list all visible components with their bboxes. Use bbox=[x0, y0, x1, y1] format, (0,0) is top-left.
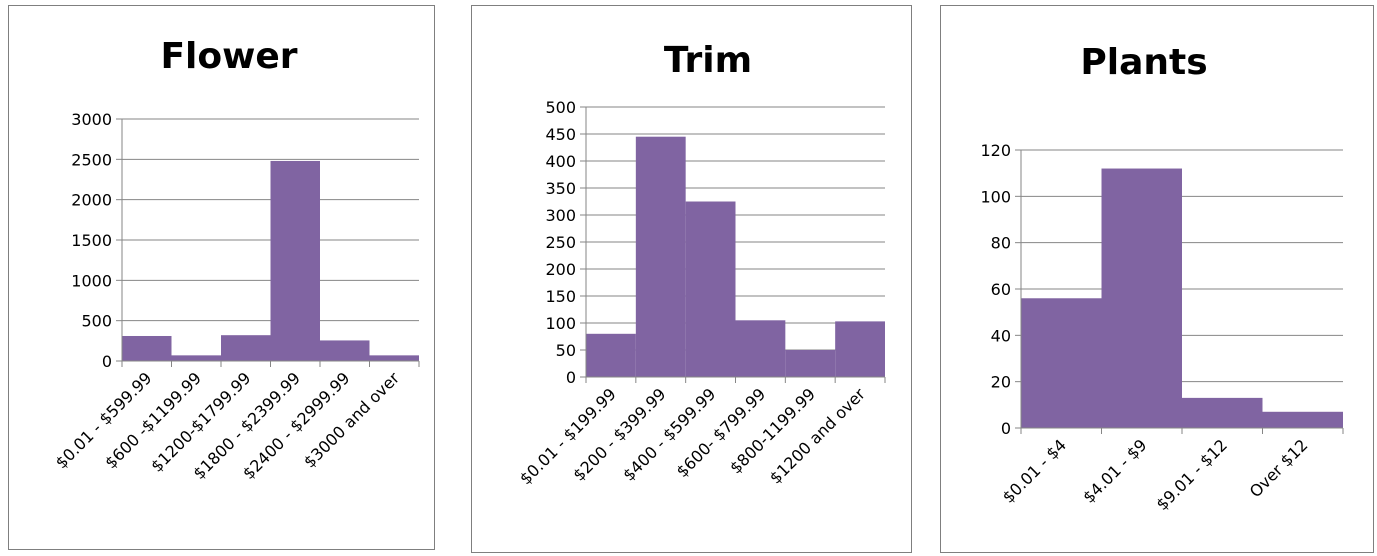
y-tick-label: 1000 bbox=[71, 271, 112, 290]
bar bbox=[320, 340, 370, 361]
bar bbox=[270, 160, 320, 361]
bar bbox=[171, 355, 221, 361]
y-tick-label: 200 bbox=[545, 260, 576, 279]
bar bbox=[369, 355, 419, 361]
y-tick-label: 100 bbox=[545, 314, 576, 333]
y-tick-label: 0 bbox=[566, 368, 576, 387]
y-tick-label: 80 bbox=[991, 234, 1011, 253]
bar bbox=[586, 333, 636, 377]
bar bbox=[785, 350, 836, 377]
chart-trim: Trim050100150200250300350400450500$0.01 … bbox=[516, 40, 886, 488]
y-tick-label: 40 bbox=[991, 326, 1011, 345]
x-tick-label: $0.01 - $4 bbox=[999, 435, 1070, 506]
y-tick-label: 50 bbox=[556, 341, 576, 360]
y-tick-label: 150 bbox=[545, 287, 576, 306]
chart-panel-trim: Trim 0 50 100 150 200 250 300 350 400 450 500 $0.01 … bbox=[471, 5, 912, 553]
y-tick-label: 400 bbox=[545, 152, 576, 171]
bar bbox=[835, 321, 885, 377]
y-tick-label: 2000 bbox=[71, 191, 112, 210]
y-tick-label: 120 bbox=[980, 141, 1011, 160]
y-tick-label: 250 bbox=[545, 233, 576, 252]
x-tick-label: $9.01 - $12 bbox=[1152, 435, 1231, 514]
chart-panel-flower: Flower 0 500 1000 1500 2000 2500 3000 $0.01 - $5… bbox=[8, 5, 435, 550]
chart-plants: Plants 0 20 40 60 80 100 120 $0.01 - $4 $4.01 - $… bbox=[980, 42, 1344, 514]
bar bbox=[1021, 298, 1102, 428]
bar bbox=[735, 320, 786, 377]
x-tick-label: $1200 and over bbox=[766, 384, 869, 487]
y-tick-label: 20 bbox=[991, 373, 1011, 392]
bar bbox=[1101, 168, 1182, 429]
y-tick-label: 450 bbox=[545, 125, 576, 144]
y-tick-label: 2500 bbox=[71, 150, 112, 169]
x-tick-label: $800-1199.99 bbox=[726, 384, 819, 477]
bar bbox=[1262, 411, 1343, 428]
bar bbox=[221, 335, 271, 361]
x-tick-label: Over $12 bbox=[1246, 435, 1312, 501]
y-tick-label: 0 bbox=[1001, 419, 1011, 438]
y-tick-label: 100 bbox=[980, 187, 1011, 206]
bar bbox=[635, 136, 686, 377]
chart-panel-plants: Plants 0 20 40 60 80 100 120 $0.01 - $4 $4.01 - $… bbox=[940, 5, 1374, 553]
y-tick-label: 500 bbox=[81, 312, 112, 331]
chart-title: Trim bbox=[664, 40, 752, 81]
y-tick-label: 500 bbox=[545, 98, 576, 117]
bar bbox=[685, 201, 736, 377]
y-tick-label: 0 bbox=[102, 352, 112, 371]
y-tick-label: 300 bbox=[545, 206, 576, 225]
x-tick-label: $600- $799.99 bbox=[673, 384, 770, 481]
bar bbox=[122, 335, 172, 361]
y-tick-label: 60 bbox=[991, 280, 1011, 299]
chart-title: Flower bbox=[160, 36, 297, 77]
y-tick-label: 350 bbox=[545, 179, 576, 198]
x-tick-label: $4.01 - $9 bbox=[1079, 435, 1150, 506]
bar bbox=[1182, 397, 1263, 428]
chart-title: Plants bbox=[1080, 42, 1207, 83]
y-tick-label: 3000 bbox=[71, 110, 112, 129]
y-tick-label: 1500 bbox=[71, 231, 112, 250]
